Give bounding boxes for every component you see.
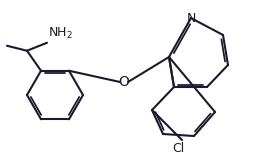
Text: N: N [186, 13, 196, 25]
Text: NH$_2$: NH$_2$ [48, 26, 73, 41]
Text: Cl: Cl [172, 141, 184, 154]
Text: O: O [119, 75, 130, 89]
